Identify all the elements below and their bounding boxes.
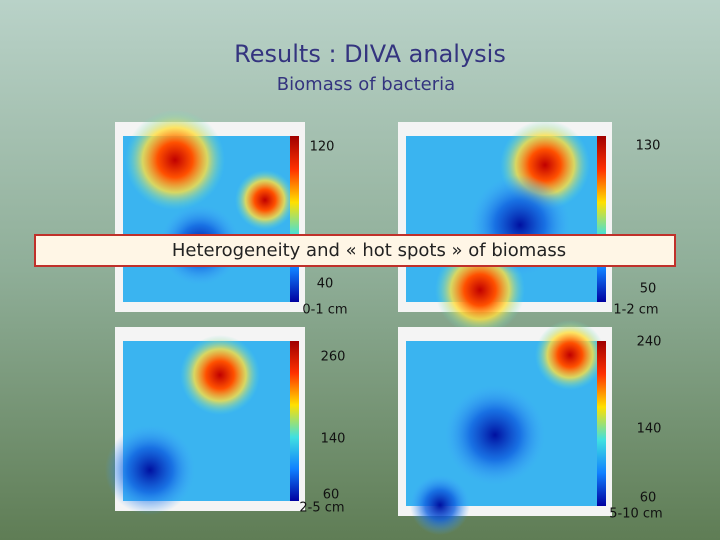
scale-label: 240 (637, 335, 662, 350)
depth-label: 2-5 cm (299, 501, 344, 516)
colorbar (290, 341, 299, 501)
colorbar (597, 136, 606, 302)
scale-label: 140 (637, 422, 662, 437)
title: Results : DIVA analysis (234, 40, 506, 68)
cold-spot (410, 475, 470, 535)
hot-spot (180, 335, 260, 415)
banner: Heterogeneity and « hot spots » of bioma… (172, 240, 566, 261)
hot-spot (535, 320, 605, 390)
hot-spot (125, 110, 225, 210)
scale-label: 60 (323, 488, 340, 503)
scale-label: 60 (640, 491, 657, 506)
scale-label: 130 (636, 139, 661, 154)
hot-spot (235, 170, 295, 230)
cold-spot (105, 425, 195, 515)
cold-spot (445, 385, 545, 485)
subtitle: Biomass of bacteria (277, 74, 455, 95)
banner-box (34, 234, 676, 267)
scale-label: 140 (321, 432, 346, 447)
scale-label: 260 (321, 350, 346, 365)
scale-label: 120 (310, 140, 335, 155)
scale-label: 40 (317, 277, 334, 292)
depth-label: 5-10 cm (609, 507, 662, 522)
scale-label: 50 (640, 282, 657, 297)
colorbar (290, 136, 299, 302)
colorbar (597, 341, 606, 506)
depth-label: 0-1 cm (302, 303, 347, 318)
depth-label: 1-2 cm (613, 303, 658, 318)
